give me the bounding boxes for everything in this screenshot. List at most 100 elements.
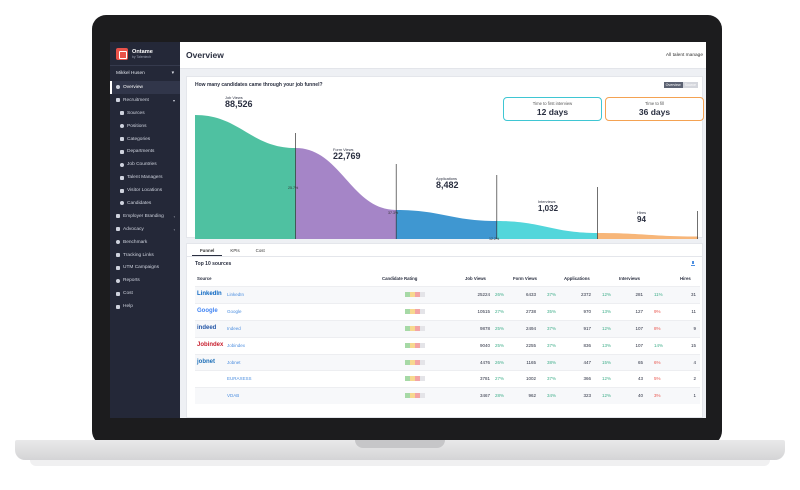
source-link[interactable]: Google xyxy=(227,308,242,314)
cell-job-views: 10515 xyxy=(477,308,490,314)
sidebar-item-employer-branding[interactable]: Employer Branding ‹ xyxy=(110,210,180,223)
user-menu[interactable]: Mikkel Husen ▾ xyxy=(110,66,180,81)
table-row[interactable]: EURAXESS 3781 27% 1002 37% 366 12% 43 5% 2 xyxy=(195,370,700,387)
source-link[interactable]: Jobnet xyxy=(227,359,241,365)
funnel-stage-interviews[interactable] xyxy=(496,221,598,239)
toggle-source[interactable]: Source xyxy=(682,82,698,88)
tab-funnel[interactable]: Funnel xyxy=(192,244,223,256)
tab-kpis[interactable]: KPIs xyxy=(230,248,240,253)
col-interviews[interactable]: Interviews xyxy=(619,276,641,281)
filter-icon xyxy=(116,98,120,103)
sidebar-item-departments[interactable]: Departments xyxy=(110,145,180,158)
table-row[interactable]: Jobindex Jobindex 9040 25% 2255 37% 836 13% 107 1… xyxy=(195,336,700,354)
sidebar-item-reports[interactable]: Reports xyxy=(110,274,180,287)
cell-form-views: 1002 xyxy=(525,376,536,382)
stage-value: 1,032 xyxy=(538,204,559,213)
source-link[interactable]: LinkedIn xyxy=(227,292,245,297)
cell-interviews: 107 xyxy=(635,325,643,331)
dollar-icon xyxy=(116,291,120,296)
col-source[interactable]: Source xyxy=(197,276,212,281)
help-icon xyxy=(116,304,120,309)
sidebar-item-overview[interactable]: Overview xyxy=(110,81,180,94)
col-hires[interactable]: Hires xyxy=(680,276,691,281)
funnel-stage-hires[interactable] xyxy=(597,233,698,239)
toggle-overview[interactable]: Overview xyxy=(663,82,683,88)
laptop-notch xyxy=(355,440,445,448)
sidebar-item-cost[interactable]: Cost xyxy=(110,287,180,300)
cell-h-pct: 3% xyxy=(654,393,661,399)
cell-applications: 917 xyxy=(583,325,591,331)
shuffle-icon xyxy=(120,111,124,116)
table-row[interactable]: Google Google 10515 27% 2738 35% 970 13% 127 9% 11 xyxy=(195,302,700,320)
sidebar-item-tracking-links[interactable]: Tracking Links xyxy=(110,249,180,262)
link-icon xyxy=(116,253,120,258)
table-header: Source Candidate Rating Job Views Form V… xyxy=(195,276,700,284)
cell-form-views: 1165 xyxy=(526,359,536,365)
people-icon xyxy=(116,227,120,232)
sidebar-item-visitor-locations[interactable]: Visitor Locations xyxy=(110,184,180,197)
source-logo: indeed xyxy=(197,324,217,331)
source-link[interactable]: Indeed xyxy=(227,325,241,331)
cell-hires: 15 xyxy=(690,342,696,348)
sidebar-item-candidates[interactable]: Candidates xyxy=(110,197,180,210)
tab-bar: Funnel KPIs Cost xyxy=(187,244,702,257)
sidebar-item-sources[interactable]: Sources xyxy=(110,107,180,120)
cell-ap-pct: 34% xyxy=(547,393,557,399)
col-applications[interactable]: Applications xyxy=(564,276,590,281)
sidebar-item-talent-managers[interactable]: Talent Managers xyxy=(110,171,180,184)
cell-iv-pct: 13% xyxy=(602,308,612,314)
table-row[interactable]: indeed Indeed 9878 25% 2494 37% 917 12% 107 8% 9 xyxy=(195,319,700,337)
funnel-stage-job-views[interactable] xyxy=(195,115,296,239)
cell-job-views: 9878 xyxy=(479,325,490,331)
funnel-chart xyxy=(195,115,698,239)
cell-form-views: 2738 xyxy=(525,308,536,314)
cell-hires: 31 xyxy=(690,292,696,297)
cell-form-views: 962 xyxy=(528,393,536,399)
chevron-icon: ‹ xyxy=(173,213,175,219)
sidebar-item-recruitment[interactable]: Recruitment ▾ xyxy=(110,94,180,107)
cell-hires: 4 xyxy=(693,359,696,365)
stage-value: 8,482 xyxy=(436,180,459,190)
sidebar-item-advocacy[interactable]: Advocacy ‹ xyxy=(110,223,180,236)
report-icon xyxy=(116,278,120,283)
talent-manager-filter[interactable]: All talent manage xyxy=(665,52,703,58)
sidebar-item-positions[interactable]: Positions xyxy=(110,120,180,133)
cell-interviews: 107 xyxy=(635,342,643,348)
tab-cost[interactable]: Cost xyxy=(255,248,265,253)
col-candidate-rating[interactable]: Candidate Rating xyxy=(382,276,418,281)
conversion-rate: 37.3% xyxy=(388,211,399,215)
user-icon xyxy=(120,175,124,180)
col-form-views[interactable]: Form Views xyxy=(513,276,538,281)
sidebar-item-help[interactable]: Help xyxy=(110,300,180,313)
table-row[interactable]: LinkedIn LinkedIn 25224 26% 6433 37% 2372 12% 28… xyxy=(195,286,700,303)
candidate-rating-bar xyxy=(405,359,425,365)
sidebar-item-utm-campaigns[interactable]: UTM Campaigns xyxy=(110,261,180,274)
table-row[interactable]: VDAB 3467 28% 962 34% 323 12% 40 3% 1 xyxy=(195,387,700,405)
stage-name: Applications xyxy=(436,176,457,181)
col-job-views[interactable]: Job Views xyxy=(465,276,486,281)
table-row[interactable]: jobnet Jobnet 4476 26% 1165 38% 447 15% 65 6% 4 xyxy=(195,353,700,371)
funnel-stage-form-views[interactable] xyxy=(295,148,397,239)
cell-ap-pct: 37% xyxy=(547,376,557,382)
cell-h-pct: 5% xyxy=(654,376,661,382)
cell-interviews: 127 xyxy=(635,308,643,314)
source-link[interactable]: VDAB xyxy=(227,393,240,399)
sidebar-item-label: Reports xyxy=(123,278,140,284)
sidebar-item-benchmark[interactable]: Benchmark xyxy=(110,236,180,249)
cell-interviews: 65 xyxy=(637,359,643,365)
source-link[interactable]: EURAXESS xyxy=(227,376,252,382)
cell-job-views: 4476 xyxy=(479,359,490,365)
sidebar-item-label: Positions xyxy=(127,123,147,129)
sidebar-item-job-countries[interactable]: Job Countries xyxy=(110,158,180,171)
globe-icon xyxy=(120,162,124,167)
cell-iv-pct: 12% xyxy=(602,292,612,297)
source-link[interactable]: Jobindex xyxy=(227,342,246,348)
sidebar: Ontame by Talentech Mikkel Husen ▾ Overv… xyxy=(110,42,180,418)
funnel-stage-applications[interactable] xyxy=(396,210,497,239)
brand[interactable]: Ontame by Talentech xyxy=(110,42,180,66)
sidebar-item-categories[interactable]: Categories xyxy=(110,133,180,146)
sidebar-item-label: Help xyxy=(123,304,133,310)
funnel-label: Applications 8,482 xyxy=(436,176,459,190)
cell-form-views: 6433 xyxy=(525,292,536,297)
download-icon[interactable] xyxy=(691,261,695,266)
